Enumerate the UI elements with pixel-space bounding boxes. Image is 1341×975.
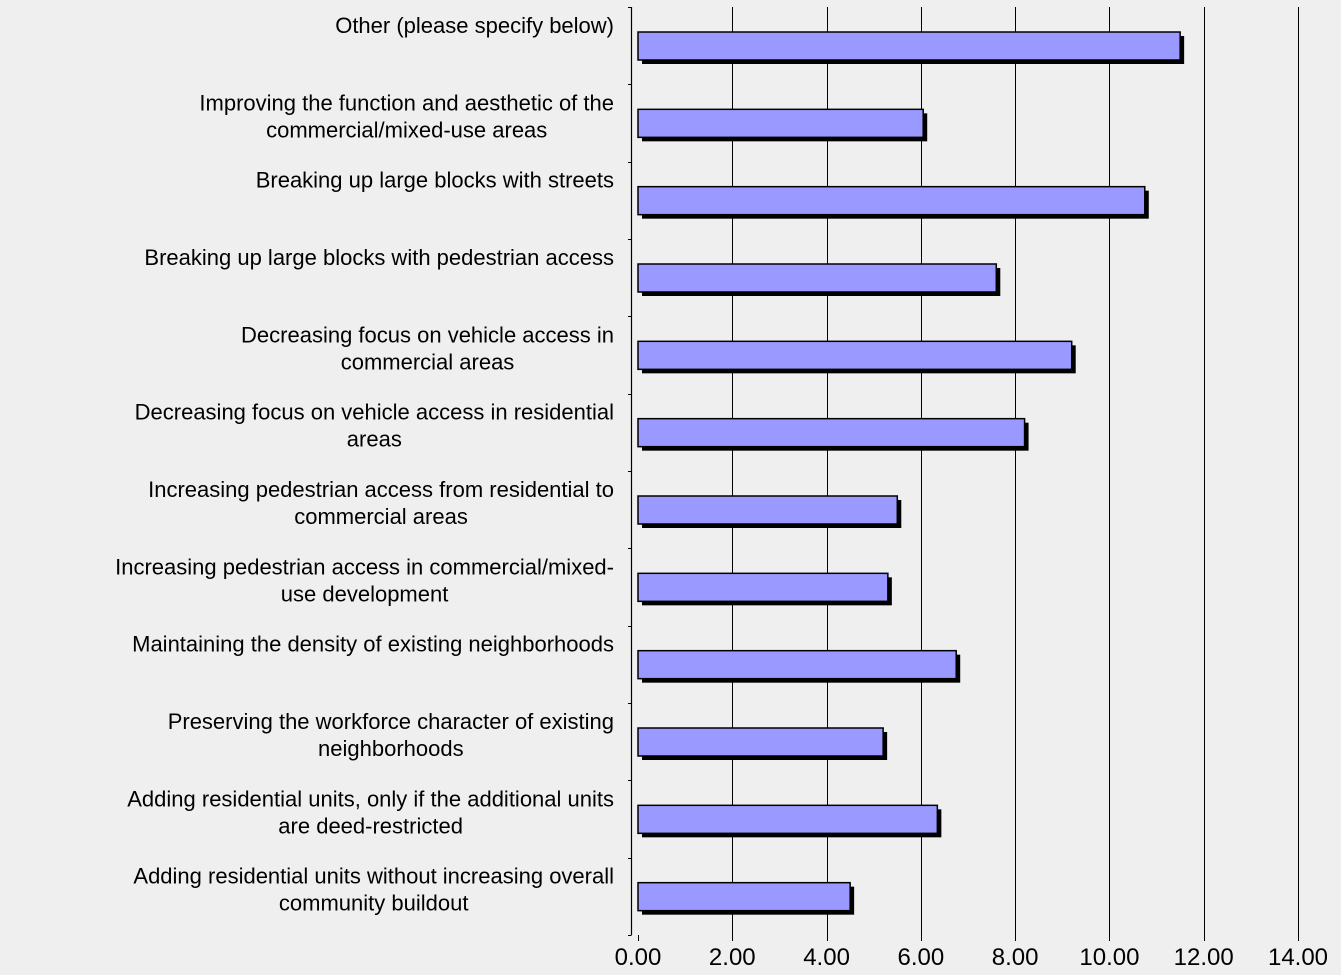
bar (637, 495, 899, 525)
category-label: Breaking up large blocks with streets (256, 168, 614, 193)
x-tick-label: 14.00 (1268, 944, 1328, 970)
category-label: Adding residential units, only if the ad… (127, 786, 614, 811)
category-label: Increasing pedestrian access in commerci… (115, 554, 614, 579)
category-label: use development (281, 581, 449, 606)
category-label: Increasing pedestrian access from reside… (148, 477, 614, 502)
bar (637, 727, 884, 757)
category-label: commercial areas (294, 504, 468, 529)
category-label: Preserving the workforce character of ex… (168, 709, 614, 734)
bar (637, 31, 1181, 61)
bar (637, 881, 851, 912)
x-tick-label: 10.00 (1079, 944, 1139, 970)
bar (637, 572, 889, 603)
category-label: areas (347, 427, 402, 452)
bar (637, 185, 1146, 216)
category-label: Adding residential units without increas… (133, 864, 614, 889)
category-label: commercial/mixed-use areas (266, 117, 547, 142)
bar (637, 108, 924, 139)
bar (637, 340, 1073, 371)
category-label: Other (please specify below) (335, 13, 614, 38)
category-label: Improving the function and aesthetic of … (199, 90, 614, 115)
bar (637, 649, 957, 680)
x-tick-label: 4.00 (803, 944, 850, 970)
category-label: are deed-restricted (278, 813, 463, 838)
bar (637, 417, 1026, 448)
x-tick-label: 2.00 (709, 944, 756, 970)
bar (637, 263, 998, 293)
category-label: Decreasing focus on vehicle access in (241, 322, 614, 347)
category-label: Breaking up large blocks with pedestrian… (144, 245, 614, 270)
category-label: neighborhoods (318, 736, 464, 761)
category-label: Maintaining the density of existing neig… (132, 632, 614, 657)
category-label: Decreasing focus on vehicle access in re… (135, 400, 614, 425)
x-tick-label: 6.00 (897, 944, 944, 970)
category-label: community buildout (279, 891, 469, 916)
x-tick-label: 8.00 (992, 944, 1039, 970)
x-tick-label: 0.00 (615, 944, 662, 970)
x-tick-label: 12.00 (1174, 944, 1234, 970)
bar (637, 804, 939, 835)
category-label: commercial areas (341, 349, 515, 374)
